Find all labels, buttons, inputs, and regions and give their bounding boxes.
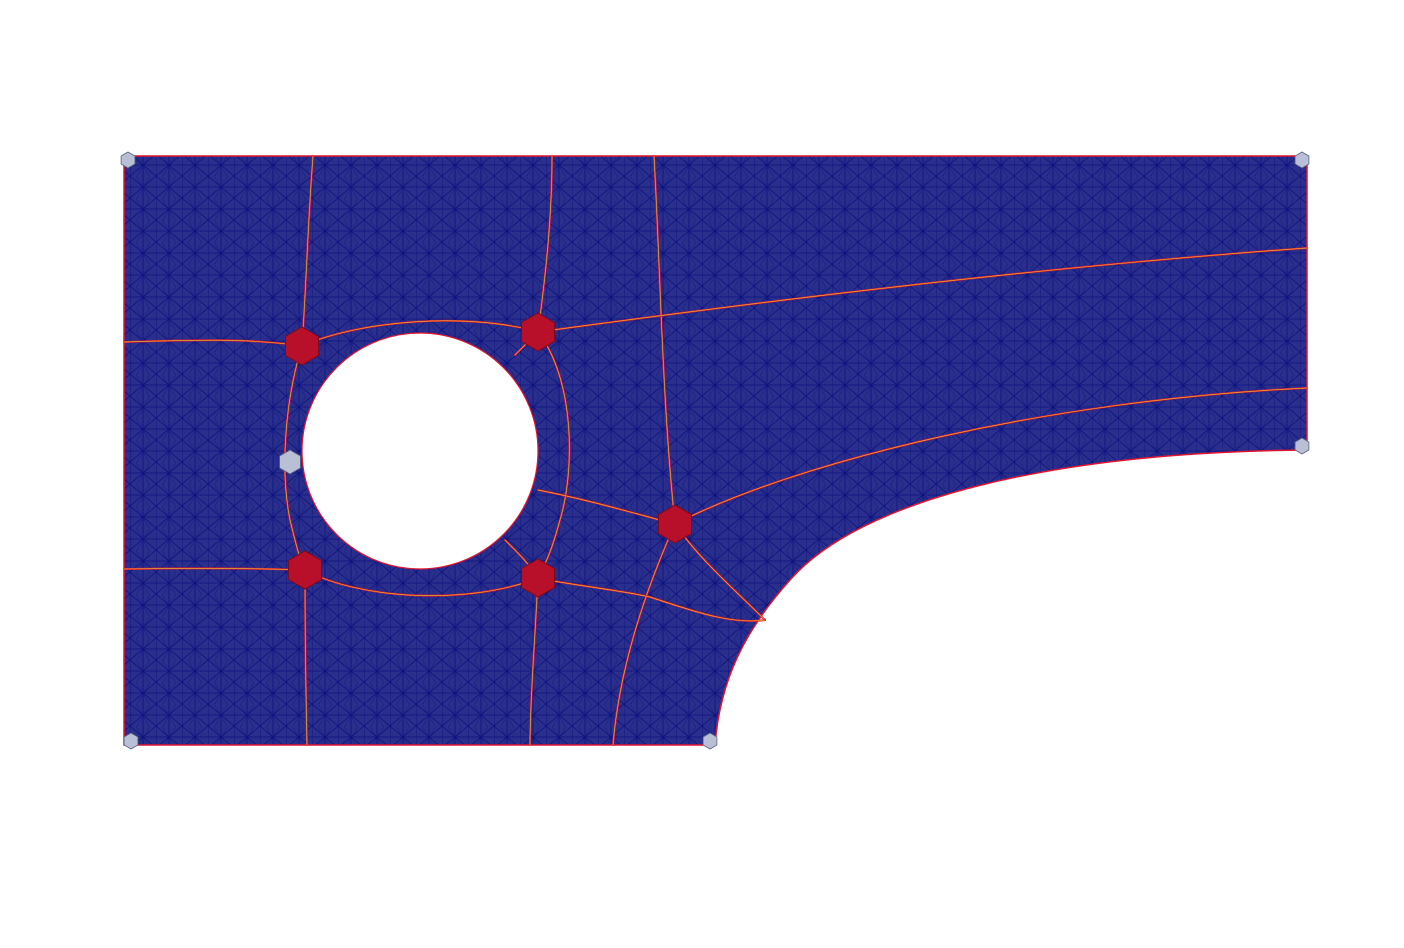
curve-hole-ring-top-highlight (301, 320, 539, 347)
curve-upper-diagonal-highlight (537, 247, 1308, 333)
curve-vertical-mid-highlight (529, 155, 553, 746)
triangle-mesh (120, 150, 1315, 750)
corner-vertex (702, 732, 718, 750)
corner-vertex (279, 449, 301, 475)
curve-left-horizontal-bottom-highlight (123, 567, 306, 571)
domain-boundary (123, 155, 1308, 746)
corner-vertex (120, 151, 136, 169)
corner-vertex (1294, 151, 1310, 169)
curve-bottom-connector-highlight (537, 577, 766, 622)
curve-bottom-right-a-highlight (612, 523, 676, 746)
curve-vertical-left-highlight (301, 155, 314, 746)
singular-vertex (521, 558, 555, 598)
corner-vertex (1294, 437, 1310, 455)
singular-vertex (288, 550, 322, 590)
corner-vertex (123, 732, 139, 750)
hole (301, 332, 539, 570)
domain-region (120, 150, 1315, 750)
curve-vertical-right-highlight (653, 155, 676, 525)
singular-vertex (285, 326, 319, 366)
corner-vertices (120, 151, 1310, 750)
singular-vertices (285, 312, 692, 598)
curve-hole-ring-bottom-highlight (304, 569, 539, 596)
curve-hole-ring-right-highlight (537, 331, 570, 579)
curve-left-horizontal-top-highlight (123, 339, 303, 347)
singular-vertex (658, 504, 692, 544)
singular-vertex (521, 312, 555, 352)
curve-lower-diagonal-highlight (674, 387, 1308, 525)
